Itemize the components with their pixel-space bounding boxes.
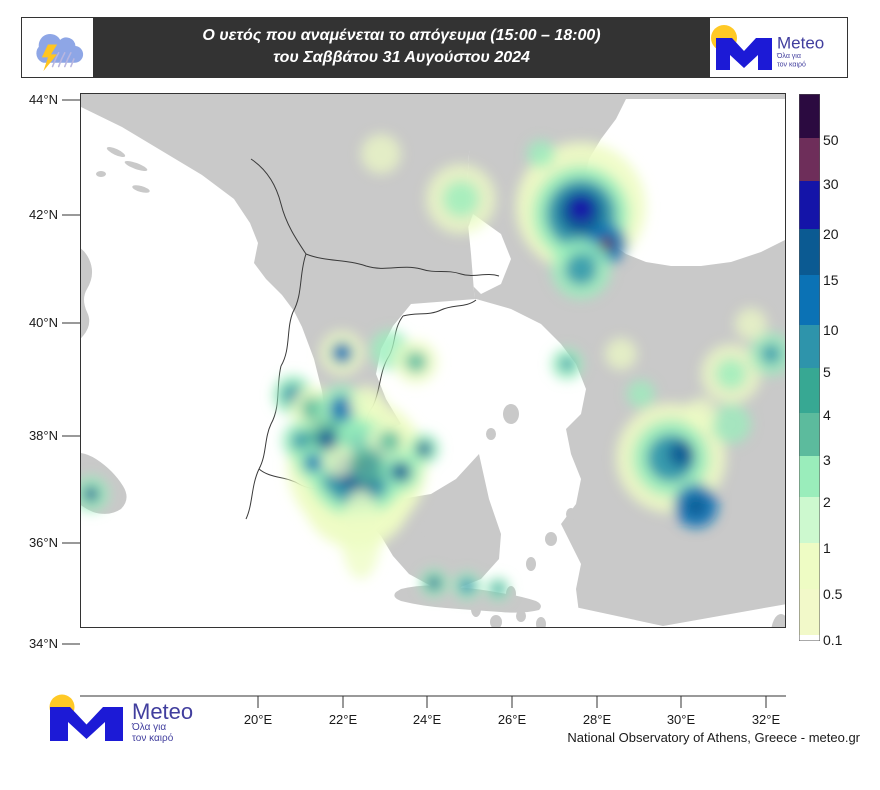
svg-text:τον καιρό: τον καιρό [777,61,806,69]
svg-text:42°N: 42°N [29,207,58,222]
svg-text:22°E: 22°E [329,712,358,727]
svg-text:32°E: 32°E [752,712,781,727]
svg-text:40°N: 40°N [29,315,58,330]
svg-text:Meteo: Meteo [132,699,193,724]
svg-text:Όλα για: Όλα για [131,722,166,733]
svg-text:44°N: 44°N [29,92,58,107]
svg-text:36°N: 36°N [29,535,58,550]
svg-text:Meteo: Meteo [777,34,824,53]
svg-text:30°E: 30°E [667,712,696,727]
svg-text:Όλα για: Όλα για [776,53,801,60]
svg-text:34°N: 34°N [29,636,58,651]
svg-text:28°E: 28°E [583,712,612,727]
svg-text:τον καιρό: τον καιρό [132,732,174,744]
svg-text:24°E: 24°E [413,712,442,727]
svg-text:26°E: 26°E [498,712,527,727]
svg-text:38°N: 38°N [29,428,58,443]
svg-text:20°E: 20°E [244,712,273,727]
